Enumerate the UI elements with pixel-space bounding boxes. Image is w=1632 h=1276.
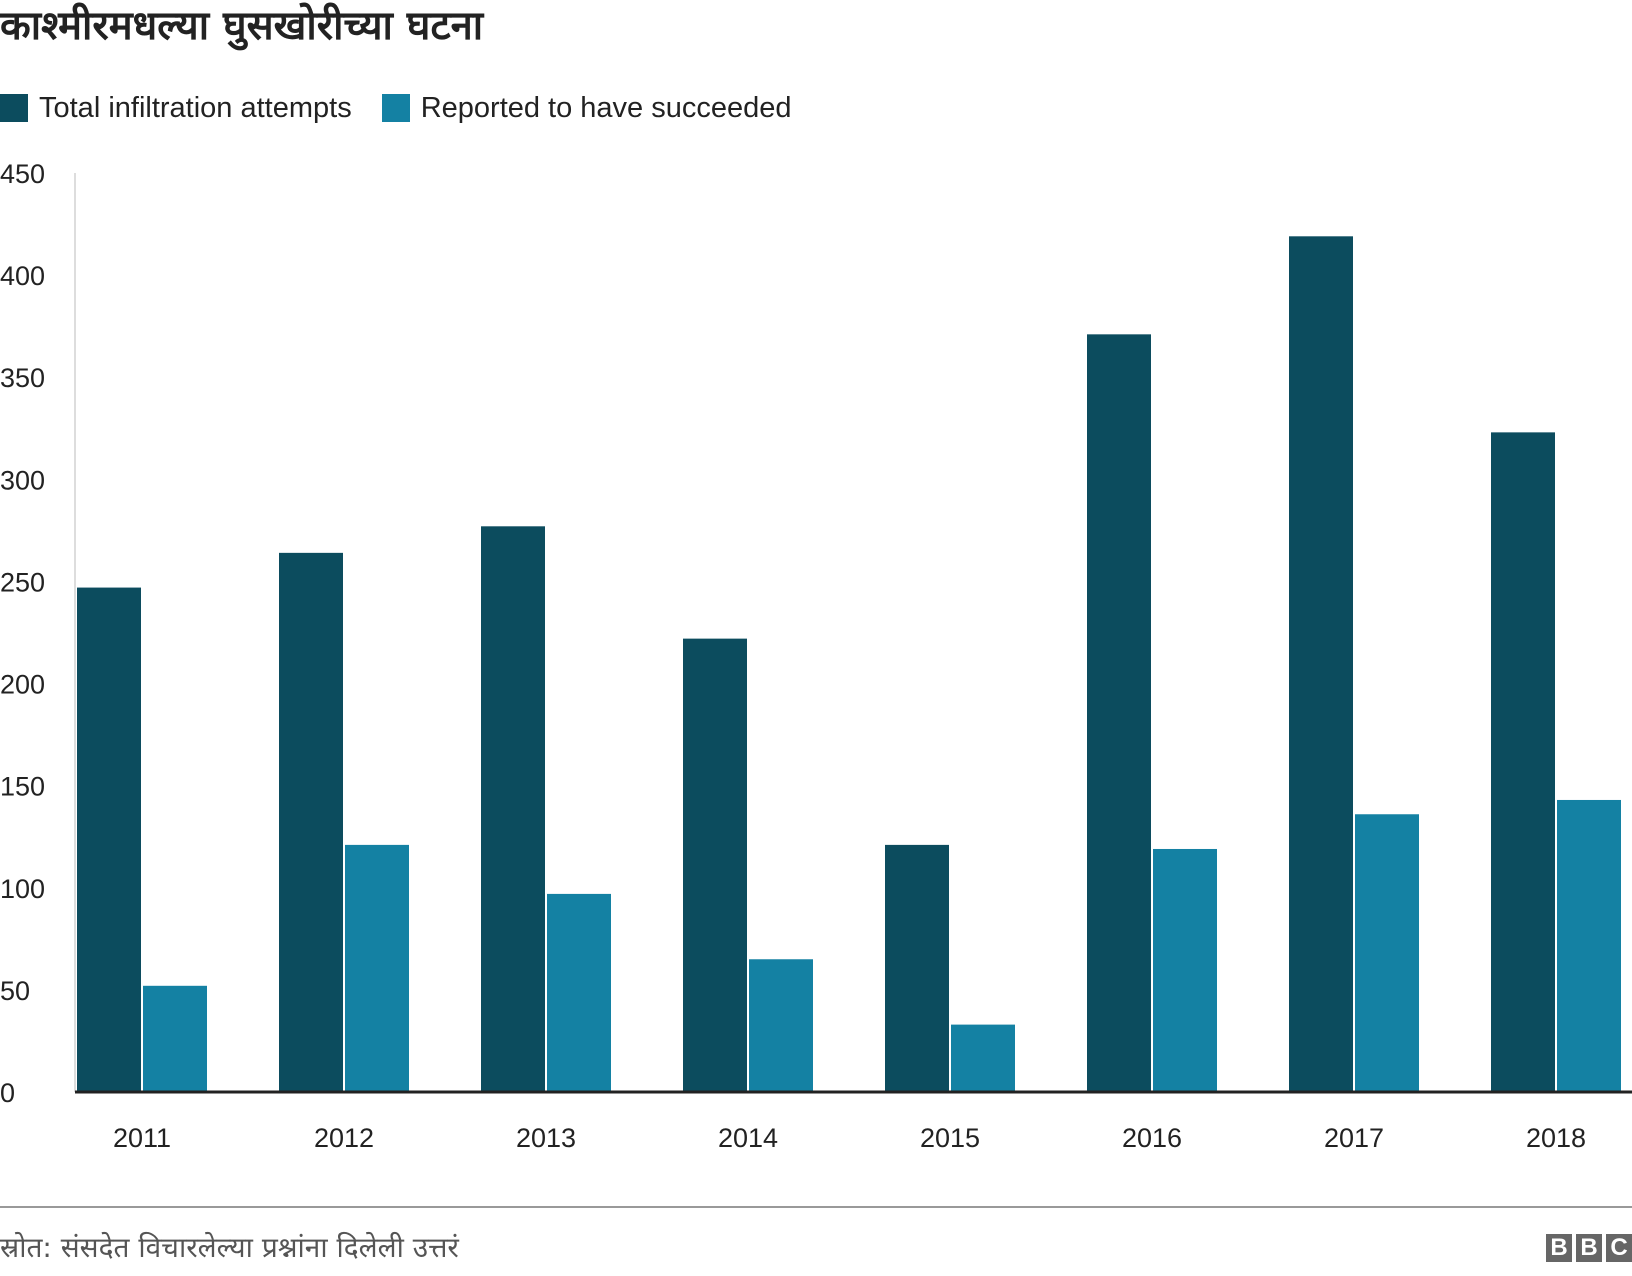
bbc-logo: B B C bbox=[1542, 1234, 1632, 1262]
y-tick-label-450: 450 bbox=[0, 159, 45, 189]
y-tick-label-350: 350 bbox=[0, 363, 45, 393]
bar-total-2014 bbox=[683, 638, 747, 1092]
legend-item-succeeded: Reported to have succeeded bbox=[381, 91, 792, 125]
x-tick-label-2015: 2015 bbox=[920, 1123, 980, 1153]
y-tick-label-150: 150 bbox=[0, 772, 45, 802]
x-tick-label-2014: 2014 bbox=[718, 1123, 778, 1153]
bar-total-2016 bbox=[1087, 334, 1151, 1092]
x-tick-label-2016: 2016 bbox=[1122, 1123, 1182, 1153]
x-tick-label-2012: 2012 bbox=[314, 1123, 374, 1153]
legend-label-total: Total infiltration attempts bbox=[39, 91, 352, 124]
bar-succeeded-2011 bbox=[143, 985, 207, 1092]
bbc-logo-block-b2: B bbox=[1576, 1234, 1602, 1262]
bar-total-2011 bbox=[77, 587, 141, 1092]
legend-swatch-total bbox=[0, 94, 28, 122]
bbc-logo-block-c: C bbox=[1606, 1234, 1632, 1262]
chart-title: काश्मीरमधल्या घुसखोरीच्या घटना bbox=[0, 3, 484, 49]
legend-label-succeeded: Reported to have succeeded bbox=[420, 91, 792, 124]
y-tick-label-50: 50 bbox=[0, 976, 30, 1006]
y-tick-label-400: 400 bbox=[0, 261, 45, 291]
y-tick-label-100: 100 bbox=[0, 874, 45, 904]
legend-swatch-succeeded bbox=[381, 94, 410, 122]
bar-succeeded-2012 bbox=[345, 844, 409, 1092]
legend: Total infiltration attempts Reported to … bbox=[0, 88, 822, 128]
bar-total-2018 bbox=[1491, 432, 1555, 1093]
bar-succeeded-2014 bbox=[749, 959, 813, 1092]
bar-total-2017 bbox=[1289, 236, 1353, 1092]
footer-divider bbox=[0, 1206, 1632, 1208]
x-tick-label-2013: 2013 bbox=[516, 1123, 576, 1153]
bar-total-2013 bbox=[481, 526, 545, 1092]
bar-total-2012 bbox=[279, 552, 343, 1092]
x-tick-label-2018: 2018 bbox=[1526, 1123, 1586, 1153]
y-tick-label-0: 0 bbox=[0, 1078, 15, 1108]
x-tick-label-2011: 2011 bbox=[113, 1123, 171, 1153]
bar-succeeded-2016 bbox=[1153, 848, 1217, 1092]
source-note: स्रोत: संसदेत विचारलेल्या प्रश्नांना दिल… bbox=[0, 1231, 459, 1264]
bar-succeeded-2018 bbox=[1557, 799, 1621, 1092]
x-tick-label-2017: 2017 bbox=[1324, 1123, 1384, 1153]
bar-total-2015 bbox=[885, 844, 949, 1092]
bar-succeeded-2017 bbox=[1355, 814, 1419, 1092]
bbc-logo-block-b1: B bbox=[1546, 1234, 1572, 1262]
y-tick-label-200: 200 bbox=[0, 670, 45, 700]
bar-succeeded-2015 bbox=[951, 1024, 1015, 1092]
y-tick-label-250: 250 bbox=[0, 567, 45, 597]
legend-item-total: Total infiltration attempts bbox=[0, 92, 352, 125]
bar-chart: 0 50 100 150 200 250 300 350 400 450 2011 2012 2013 2… bbox=[0, 159, 1632, 1153]
y-tick-label-300: 300 bbox=[0, 465, 45, 495]
bar-succeeded-2013 bbox=[547, 893, 611, 1092]
